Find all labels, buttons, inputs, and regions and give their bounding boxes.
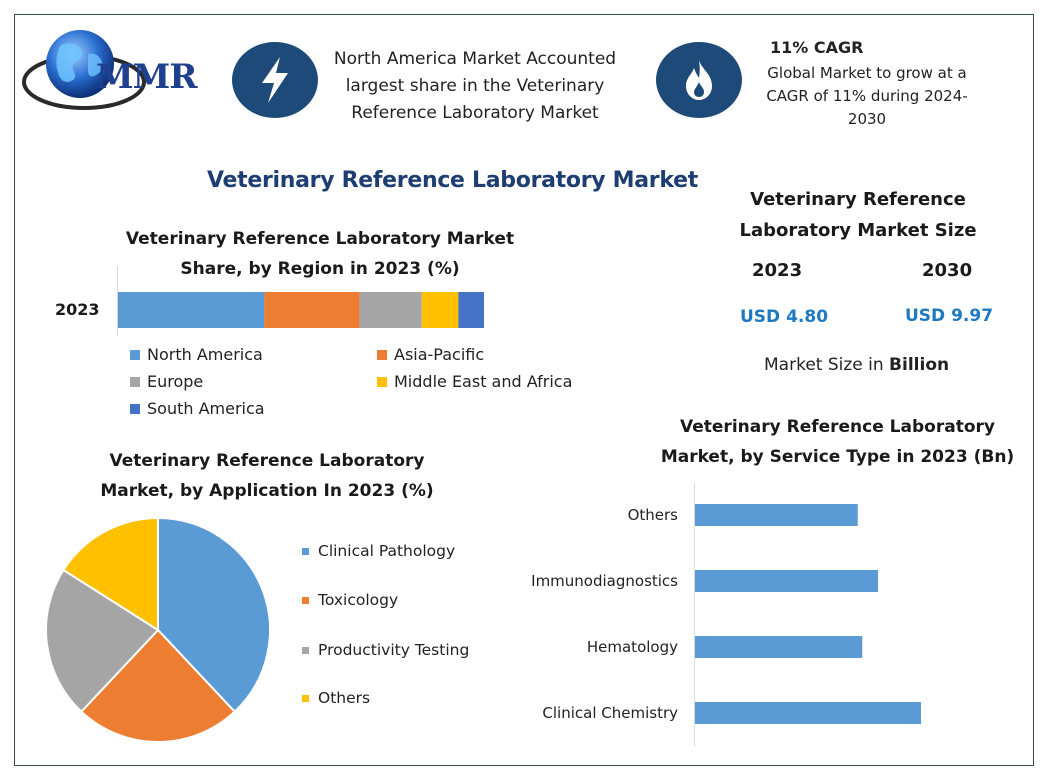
region-highlight-text: North America Market Accounted largest s… <box>333 49 617 123</box>
legend-productivity-testing: Productivity Testing <box>302 641 469 659</box>
logo-text: MMR <box>96 57 198 97</box>
market-size-title: Veterinary Reference Laboratory Market S… <box>739 189 977 241</box>
legend-label: Toxicology <box>318 591 399 609</box>
service-label-others: Others <box>627 506 678 524</box>
legend-label: Europe <box>147 372 204 391</box>
legend-label: Productivity Testing <box>318 641 470 659</box>
legend-swatch <box>302 646 309 654</box>
region-axis-line <box>117 266 118 336</box>
lightning-icon <box>232 42 318 118</box>
legend-asia-pacific: Asia-Pacific <box>377 345 484 364</box>
logo <box>22 24 212 119</box>
legend-swatch <box>377 376 387 387</box>
market-size-unit-bold: Billion <box>889 355 950 375</box>
application-legend: Clinical Pathology Toxicology Productivi… <box>302 542 502 722</box>
year-2023-label: 2023 <box>752 260 803 281</box>
legend-europe: Europe <box>130 372 203 391</box>
main-title: Veterinary Reference Laboratory Market <box>207 168 698 193</box>
cagr-title: 11% CAGR <box>770 38 864 57</box>
legend-swatch <box>130 349 140 360</box>
pie-slice-0 <box>157 516 271 714</box>
service-label-clinical-chemistry: Clinical Chemistry <box>542 704 678 722</box>
pie-slice-1 <box>79 628 237 743</box>
pie-slice-2 <box>45 568 160 714</box>
legend-swatch <box>302 596 309 604</box>
year-2030-label: 2030 <box>922 260 973 281</box>
legend-clinical-pathology: Clinical Pathology <box>302 542 455 560</box>
legend-swatch <box>302 547 309 555</box>
region-category-label: 2023 <box>55 300 100 319</box>
pie-slice-3 <box>62 516 159 632</box>
market-size-unit-prefix: Market Size in <box>764 355 890 375</box>
legend-label: Others <box>318 689 371 707</box>
legend-label: South America <box>147 399 265 418</box>
legend-swatch <box>130 376 140 387</box>
cagr-text: Global Market to grow at a CAGR of 11% d… <box>766 64 968 128</box>
legend-others: Others <box>302 689 370 707</box>
application-pie-chart <box>45 516 271 743</box>
flame-icon <box>656 42 742 118</box>
region-bar-segment-3 <box>421 292 459 328</box>
service-bar-1 <box>695 570 879 592</box>
region-chart-title: Veterinary Reference Laboratory Market S… <box>125 229 515 279</box>
region-legend: North America Asia-Pacific Europe Middle… <box>130 345 610 425</box>
region-bar-segment-1 <box>264 292 360 328</box>
service-bar-2 <box>695 636 863 658</box>
service-bar-3 <box>695 702 921 724</box>
region-bar-segment-2 <box>359 292 422 328</box>
market-size-2030-value: USD 9.97 <box>905 306 994 326</box>
service-label-hematology: Hematology <box>586 638 678 656</box>
region-bar-segment-0 <box>118 292 265 328</box>
region-stacked-bar <box>118 292 484 328</box>
legend-label: North America <box>147 345 263 364</box>
service-axis-line <box>694 484 695 746</box>
legend-label: Middle East and Africa <box>394 372 573 391</box>
legend-middle-east-africa: Middle East and Africa <box>377 372 572 391</box>
legend-south-america: South America <box>130 399 265 418</box>
globe-icon <box>22 30 146 110</box>
legend-swatch <box>377 349 387 360</box>
service-label-immunodiagnostics: Immunodiagnostics <box>531 572 678 590</box>
legend-north-america: North America <box>130 345 263 364</box>
service-bar-chart <box>695 504 921 724</box>
market-size-unit: Market Size in Billion <box>764 355 949 375</box>
legend-label: Asia-Pacific <box>394 345 485 364</box>
legend-swatch <box>302 694 309 702</box>
legend-swatch <box>130 403 140 414</box>
legend-label: Clinical Pathology <box>318 542 456 560</box>
region-bar-segment-4 <box>458 292 484 328</box>
service-bar-0 <box>695 504 858 526</box>
market-size-2023-value: USD 4.80 <box>740 307 829 327</box>
service-chart-title: Veterinary Reference Laboratory Market, … <box>660 417 1015 467</box>
legend-toxicology: Toxicology <box>302 591 398 609</box>
application-chart-title: Veterinary Reference Laboratory Market, … <box>100 451 434 501</box>
